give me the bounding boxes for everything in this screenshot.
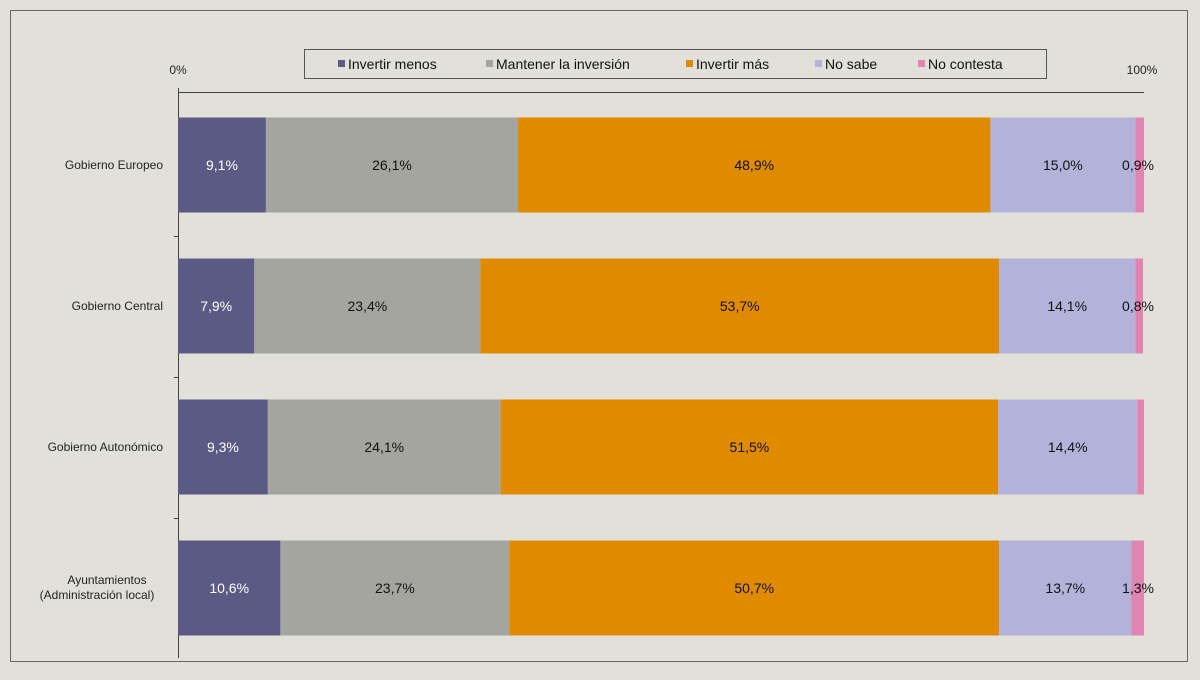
bar-segment	[480, 258, 1000, 354]
legend-label: No contesta	[928, 56, 1003, 72]
category-label-line2: (Administración local)	[40, 588, 155, 602]
data-label: 23,4%	[347, 298, 387, 314]
bar-segment	[178, 117, 266, 213]
data-label: 9,3%	[207, 439, 239, 455]
legend-label: Invertir más	[696, 56, 769, 72]
category-label: Gobierno Autonómico	[48, 440, 164, 454]
bar-segment	[1135, 258, 1144, 354]
bar-segment	[1137, 399, 1144, 495]
data-label: 53,7%	[720, 298, 760, 314]
bar-segment	[1131, 540, 1144, 636]
legend: Invertir menos Mantener la inversión Inver…	[304, 49, 1047, 79]
bar-segment	[509, 540, 1000, 636]
data-label: 15,0%	[1043, 157, 1083, 173]
category-label: Ayuntamientos	[67, 573, 146, 587]
bar-segment	[267, 399, 501, 495]
bar-segment	[999, 258, 1136, 354]
data-label: 7,9%	[200, 298, 232, 314]
data-label: 13,7%	[1045, 580, 1085, 596]
legend-swatch	[486, 60, 493, 67]
bar-segment	[990, 117, 1136, 213]
legend-swatch	[815, 60, 822, 67]
bar-segment	[999, 540, 1132, 636]
bar-segment	[280, 540, 510, 636]
category-label: Gobierno Central	[72, 299, 163, 313]
bar-segment	[254, 258, 481, 354]
data-label: 24,1%	[364, 439, 404, 455]
legend-label: Mantener la inversión	[496, 56, 630, 72]
data-label: 0,8%	[1122, 298, 1154, 314]
data-label: 26,1%	[372, 157, 412, 173]
data-label: 14,4%	[1048, 439, 1088, 455]
bar-segment	[178, 399, 268, 495]
legend-swatch	[918, 60, 925, 67]
data-label: 50,7%	[734, 580, 774, 596]
bar-segment	[1135, 117, 1144, 213]
tick-label-100: 100%	[1127, 63, 1158, 77]
data-label: 14,1%	[1047, 298, 1087, 314]
data-label: 23,7%	[375, 580, 415, 596]
category-label: Gobierno Europeo	[65, 158, 163, 172]
bar-segment	[265, 117, 519, 213]
legend-label: No sabe	[825, 56, 877, 72]
bar-segment	[998, 399, 1138, 495]
data-label: 9,1%	[206, 157, 238, 173]
legend-swatch	[686, 60, 693, 67]
bar-segment	[178, 258, 255, 354]
data-label: 48,9%	[734, 157, 774, 173]
bar-segment	[178, 540, 281, 636]
legend-swatch	[338, 60, 345, 67]
data-label: 1,3%	[1122, 580, 1154, 596]
bar-segment	[518, 117, 991, 213]
legend-label: Invertir menos	[348, 56, 437, 72]
tick-label-0: 0%	[169, 63, 187, 77]
data-label: 51,5%	[730, 439, 770, 455]
bar-segment	[500, 399, 999, 495]
data-label: 10,6%	[209, 580, 249, 596]
data-label: 0,9%	[1122, 157, 1154, 173]
